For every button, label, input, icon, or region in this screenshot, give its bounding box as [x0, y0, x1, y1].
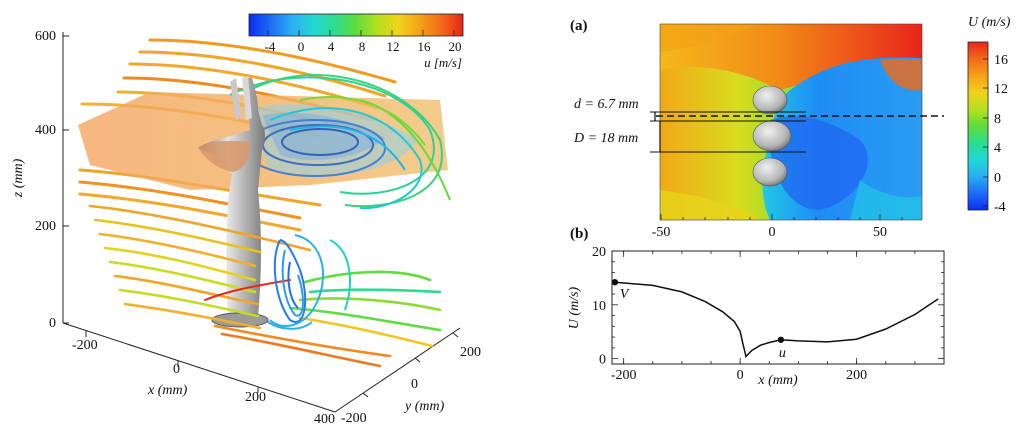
x-tick-label: 0: [173, 362, 180, 377]
U-colorbar-title: U (m/s): [968, 15, 1011, 30]
U-colorbar-tick: 12: [994, 82, 1008, 97]
y-tick-label: -200: [341, 411, 367, 426]
b-x-tick-label: 0: [737, 368, 744, 383]
U-colorbar-tick: 4: [994, 141, 1001, 156]
U-colorbar-tick: -4: [994, 200, 1006, 215]
b-x-tick-label: 200: [846, 368, 867, 383]
b-points: [611, 279, 785, 343]
d-dimension-label: d = 6.7 mm: [574, 97, 639, 112]
y-tick-label: 200: [460, 345, 481, 360]
u-colorbar-tick: 8: [359, 39, 366, 54]
y-axis-label: y (mm): [403, 399, 445, 414]
u-colorbar-tick: -4: [265, 39, 276, 54]
marker-V-point: [611, 279, 619, 286]
a-x-tick: 0: [769, 225, 776, 240]
z-tick-label: 200: [35, 219, 56, 234]
x-axis-label: x (mm): [147, 383, 188, 398]
series-line-U: [614, 281, 939, 358]
marker-V-label: V: [620, 287, 630, 302]
b-x-tick-label: -200: [611, 368, 637, 383]
u-colorbar-label: u [m/s]: [424, 55, 462, 70]
U-colorbar: [967, 41, 989, 211]
vortex-streamlines-top: [229, 74, 451, 210]
u-colorbar-tick: 16: [418, 39, 432, 54]
b-y-axis-label: U (m/s): [567, 286, 582, 329]
panel-b-label: (b): [570, 226, 588, 242]
D-dimension-label: D = 18 mm: [573, 131, 638, 146]
sphere-bottom: [752, 157, 788, 187]
a-x-tick: -50: [652, 225, 671, 240]
U-colorbar-tick: 8: [994, 112, 1001, 127]
b-y-tick-label: 0: [599, 353, 606, 368]
z-tick-label: 400: [35, 123, 56, 138]
z-tick-label: 0: [49, 316, 56, 331]
sphere-top: [752, 85, 788, 115]
plot-frame: [611, 250, 945, 365]
U-colorbar-tick: 0: [994, 171, 1001, 186]
panel-b: (b) -200 0 200 0 10 20 U (m/s) x (mm) V u: [567, 226, 945, 388]
panel-a: (a) d = 6.7 mm D = 18 mm: [570, 15, 1011, 240]
panel-a-label: (a): [570, 18, 588, 34]
z-axis-label: z (mm): [11, 158, 26, 198]
y-tick-label: 0: [411, 377, 418, 392]
left-3d-panel: 600 400 200 0 z (mm) -200 0 200 400 x (m…: [11, 13, 481, 427]
U-colorbar-tick: 16: [994, 53, 1008, 68]
u-colorbar-tick: 12: [387, 39, 400, 54]
vortex-streamlines-bottom: [267, 234, 351, 330]
x-tick-label: 200: [245, 390, 266, 405]
marker-u-point: [777, 336, 785, 343]
a-x-tick: 50: [873, 225, 887, 240]
b-ticks: [612, 250, 944, 364]
marker-u-label: u: [779, 346, 786, 361]
z-tick-label: 600: [35, 29, 56, 44]
sphere-middle: [752, 120, 792, 152]
b-x-axis-label: x (mm): [757, 373, 798, 388]
b-tick-labels: -200 0 200 0 10 20: [592, 245, 867, 383]
b-y-tick-label: 10: [592, 299, 606, 314]
u-colorbar-tick: 0: [298, 39, 305, 54]
x-tick-label: 400: [314, 412, 335, 427]
u-colorbar-tick: 20: [449, 39, 462, 54]
arm-model: [198, 78, 265, 318]
u-colorbar-tick: 4: [328, 39, 335, 54]
b-y-tick-label: 20: [592, 245, 606, 260]
contour-field: [660, 24, 922, 220]
x-tick-label: -200: [72, 338, 98, 353]
u-colorbar: [248, 13, 464, 37]
lower-streamlines: [88, 204, 442, 368]
